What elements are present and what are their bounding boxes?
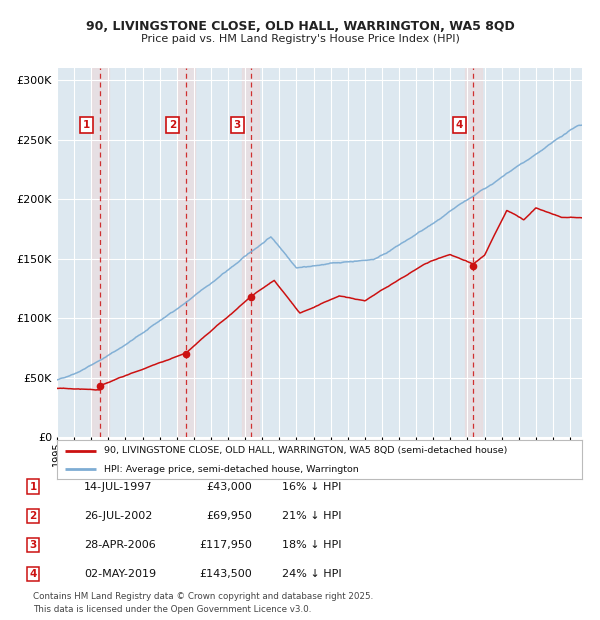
- Text: 4: 4: [29, 569, 37, 579]
- Text: 90, LIVINGSTONE CLOSE, OLD HALL, WARRINGTON, WA5 8QD (semi-detached house): 90, LIVINGSTONE CLOSE, OLD HALL, WARRING…: [104, 446, 508, 455]
- Text: 3: 3: [233, 120, 241, 130]
- Text: Price paid vs. HM Land Registry's House Price Index (HPI): Price paid vs. HM Land Registry's House …: [140, 34, 460, 44]
- Text: 2: 2: [29, 511, 37, 521]
- Text: 2: 2: [169, 120, 176, 130]
- Text: Contains HM Land Registry data © Crown copyright and database right 2025.: Contains HM Land Registry data © Crown c…: [33, 592, 373, 601]
- Text: 4: 4: [456, 120, 463, 130]
- Text: £143,500: £143,500: [199, 569, 252, 579]
- Text: 90, LIVINGSTONE CLOSE, OLD HALL, WARRINGTON, WA5 8QD: 90, LIVINGSTONE CLOSE, OLD HALL, WARRING…: [86, 20, 514, 33]
- Text: 1: 1: [29, 482, 37, 492]
- Bar: [242, 68, 259, 437]
- Text: £69,950: £69,950: [206, 511, 252, 521]
- Bar: [178, 68, 195, 437]
- Text: This data is licensed under the Open Government Licence v3.0.: This data is licensed under the Open Gov…: [33, 604, 311, 614]
- Text: 28-APR-2006: 28-APR-2006: [84, 540, 156, 550]
- Text: 3: 3: [29, 540, 37, 550]
- Text: 1: 1: [83, 120, 91, 130]
- Text: 24% ↓ HPI: 24% ↓ HPI: [282, 569, 341, 579]
- Text: £43,000: £43,000: [206, 482, 252, 492]
- Text: 26-JUL-2002: 26-JUL-2002: [84, 511, 152, 521]
- Text: 02-MAY-2019: 02-MAY-2019: [84, 569, 156, 579]
- Text: HPI: Average price, semi-detached house, Warrington: HPI: Average price, semi-detached house,…: [104, 464, 359, 474]
- Text: 16% ↓ HPI: 16% ↓ HPI: [282, 482, 341, 492]
- Bar: [92, 68, 109, 437]
- Text: 18% ↓ HPI: 18% ↓ HPI: [282, 540, 341, 550]
- Text: 14-JUL-1997: 14-JUL-1997: [84, 482, 152, 492]
- Text: 21% ↓ HPI: 21% ↓ HPI: [282, 511, 341, 521]
- Bar: [464, 68, 482, 437]
- Text: £117,950: £117,950: [199, 540, 252, 550]
